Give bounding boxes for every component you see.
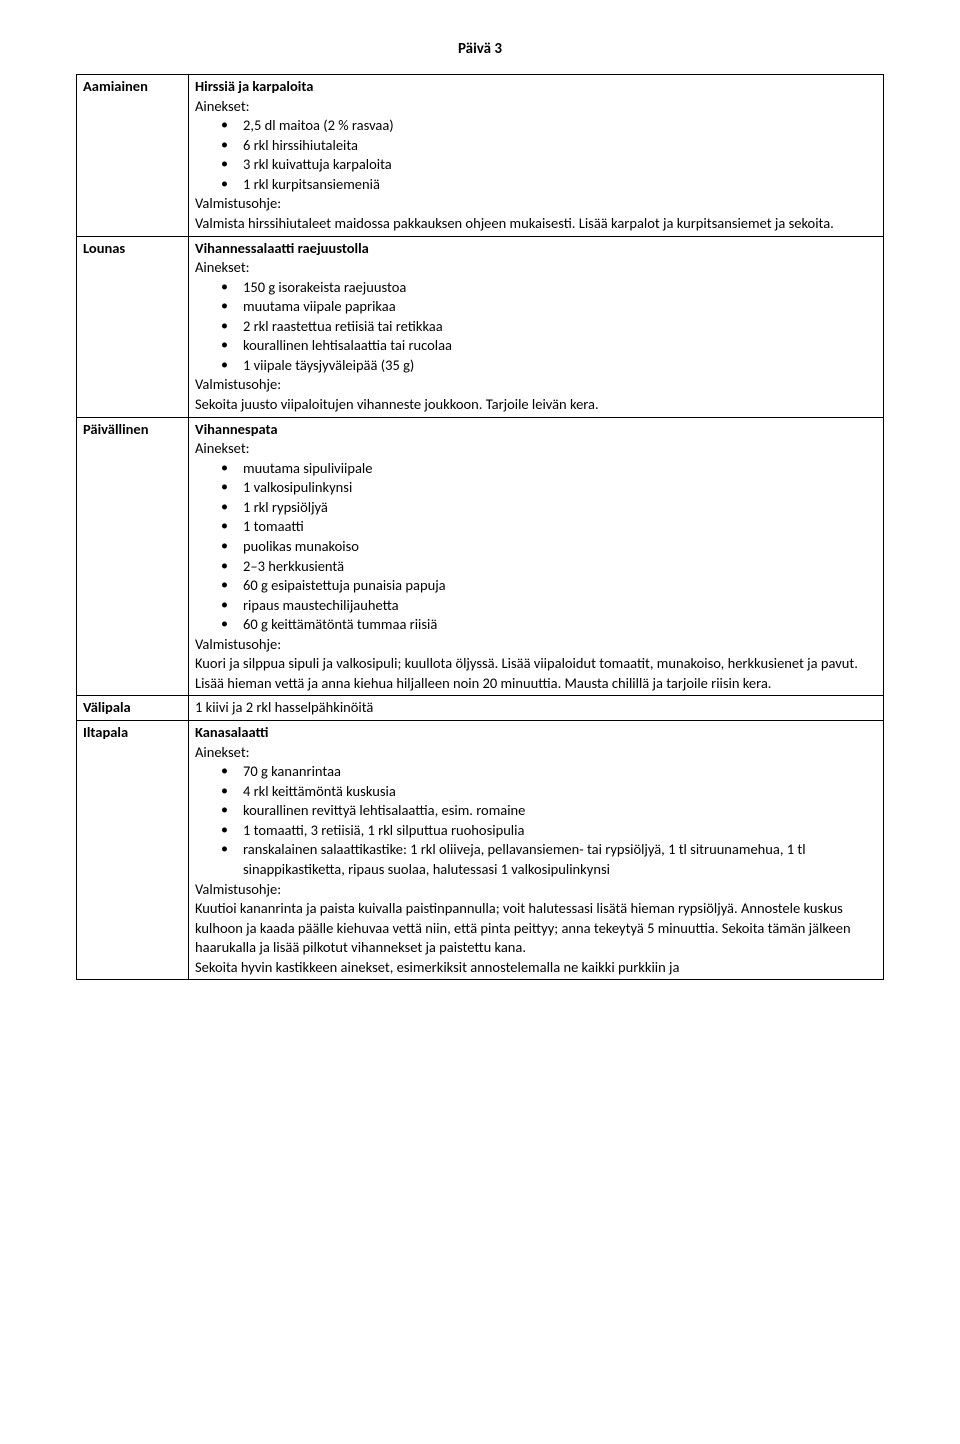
list-item: 60 g keittämätöntä tummaa riisiä bbox=[243, 615, 877, 635]
list-item: kourallinen lehtisalaattia tai rucolaa bbox=[243, 336, 877, 356]
meal-content: VihannespataAinekset:muutama sipuliviipa… bbox=[189, 417, 884, 696]
list-item: 1 rkl rypsiöljyä bbox=[243, 498, 877, 518]
table-row: AamiainenHirssiä ja karpaloitaAinekset:2… bbox=[77, 75, 884, 237]
meal-content: 1 kiivi ja 2 rkl hasselpähkinöitä bbox=[189, 696, 884, 721]
meal-content: Vihannessalaatti raejuustollaAinekset:15… bbox=[189, 236, 884, 417]
list-item: 1 tomaatti, 3 retiisiä, 1 rkl silputtua … bbox=[243, 821, 877, 841]
list-item: 2–3 herkkusientä bbox=[243, 557, 877, 577]
ingredients-label: Ainekset: bbox=[195, 258, 877, 278]
list-item: ripaus maustechilijauhetta bbox=[243, 596, 877, 616]
instructions-label: Valmistusohje: bbox=[195, 375, 877, 395]
list-item: 1 rkl kurpitsansiemeniä bbox=[243, 175, 877, 195]
meal-label: Välipala bbox=[77, 696, 189, 721]
instructions-text: Valmista hirssihiutaleet maidossa pakkau… bbox=[195, 214, 877, 234]
ingredients-label: Ainekset: bbox=[195, 743, 877, 763]
list-item: 1 tomaatti bbox=[243, 517, 877, 537]
dish-title: Hirssiä ja karpaloita bbox=[195, 77, 877, 97]
table-row: LounasVihannessalaatti raejuustollaAinek… bbox=[77, 236, 884, 417]
list-item: muutama viipale paprikaa bbox=[243, 297, 877, 317]
list-item: 2,5 dl maitoa (2 % rasvaa) bbox=[243, 116, 877, 136]
list-item: puolikas munakoiso bbox=[243, 537, 877, 557]
list-item: 60 g esipaistettuja punaisia papuja bbox=[243, 576, 877, 596]
instructions-text: Kuori ja silppua sipuli ja valkosipuli; … bbox=[195, 654, 877, 693]
meal-label: Aamiainen bbox=[77, 75, 189, 237]
ingredient-list: 150 g isorakeista raejuustoamuutama viip… bbox=[195, 278, 877, 376]
dish-title: Kanasalaatti bbox=[195, 723, 877, 743]
list-item: 150 g isorakeista raejuustoa bbox=[243, 278, 877, 298]
list-item: kourallinen revittyä lehtisalaattia, esi… bbox=[243, 801, 877, 821]
meal-label: Päivällinen bbox=[77, 417, 189, 696]
instructions-label: Valmistusohje: bbox=[195, 194, 877, 214]
list-item: 2 rkl raastettua retiisiä tai retikkaa bbox=[243, 317, 877, 337]
table-row: IltapalaKanasalaattiAinekset:70 g kananr… bbox=[77, 721, 884, 980]
instructions-label: Valmistusohje: bbox=[195, 880, 877, 900]
dish-title: Vihannespata bbox=[195, 420, 877, 440]
list-item: 3 rkl kuivattuja karpaloita bbox=[243, 155, 877, 175]
meal-content: KanasalaattiAinekset:70 g kananrintaa4 r… bbox=[189, 721, 884, 980]
ingredient-list: 2,5 dl maitoa (2 % rasvaa)6 rkl hirssihi… bbox=[195, 116, 877, 194]
instructions-text: Sekoita juusto viipaloitujen vihanneste … bbox=[195, 395, 877, 415]
meal-label: Lounas bbox=[77, 236, 189, 417]
meal-label: Iltapala bbox=[77, 721, 189, 980]
table-row: Välipala 1 kiivi ja 2 rkl hasselpähkinöit… bbox=[77, 696, 884, 721]
ingredients-label: Ainekset: bbox=[195, 439, 877, 459]
list-item: 4 rkl keittämöntä kuskusia bbox=[243, 782, 877, 802]
list-item: 70 g kananrintaa bbox=[243, 762, 877, 782]
list-item: muutama sipuliviipale bbox=[243, 459, 877, 479]
meal-plain-text: 1 kiivi ja 2 rkl hasselpähkinöitä bbox=[195, 698, 877, 718]
dish-title: Vihannessalaatti raejuustolla bbox=[195, 239, 877, 259]
page-title: Päivä 3 bbox=[76, 40, 884, 58]
list-item: 1 viipale täysjyväleipää (35 g) bbox=[243, 356, 877, 376]
instructions-label: Valmistusohje: bbox=[195, 635, 877, 655]
meal-content: Hirssiä ja karpaloitaAinekset:2,5 dl mai… bbox=[189, 75, 884, 237]
instructions-text: Kuutioi kananrinta ja paista kuivalla pa… bbox=[195, 899, 877, 977]
list-item: 6 rkl hirssihiutaleita bbox=[243, 136, 877, 156]
list-item: ranskalainen salaattikastike: 1 rkl olii… bbox=[243, 840, 877, 879]
ingredient-list: muutama sipuliviipale1 valkosipulinkynsi… bbox=[195, 459, 877, 635]
ingredient-list: 70 g kananrintaa4 rkl keittämöntä kuskus… bbox=[195, 762, 877, 879]
list-item: 1 valkosipulinkynsi bbox=[243, 478, 877, 498]
table-row: PäivällinenVihannespataAinekset:muutama … bbox=[77, 417, 884, 696]
ingredients-label: Ainekset: bbox=[195, 97, 877, 117]
meal-plan-table: AamiainenHirssiä ja karpaloitaAinekset:2… bbox=[76, 74, 884, 980]
